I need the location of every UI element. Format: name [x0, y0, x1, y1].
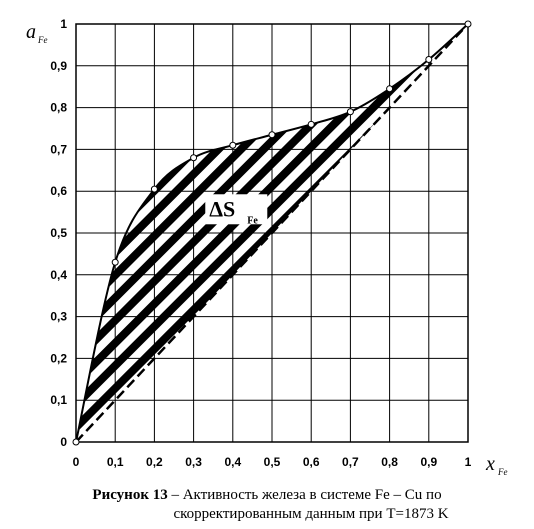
y-tick-label: 1	[60, 17, 67, 31]
y-tick-label: 0,6	[50, 184, 67, 198]
x-tick-label: 0,3	[185, 455, 202, 469]
data-point	[111, 258, 119, 266]
series	[72, 20, 472, 446]
delta-s-label: ΔS Fe	[205, 194, 268, 226]
y-tick-label: 0,3	[50, 310, 67, 324]
x-axis-title-sub: Fe	[497, 467, 508, 477]
y-axis-title: a Fe	[26, 21, 48, 45]
figure-caption-line1: Рисунок 13 – Активность железа в системе…	[0, 486, 534, 504]
plot-frame	[75, 23, 469, 443]
activity-chart: 0 0,1 0,2 0,3 0,4 0,5 0,6 0,7 0,8 0,9 1 0 0,1 0,2 0,3 0…	[26, 17, 508, 477]
x-tick-label: 0,6	[303, 455, 320, 469]
y-tick-label: 0,1	[50, 393, 67, 407]
figure-caption-line2: скорректированным данным при T=1873 K	[173, 506, 449, 522]
y-tick-label: 0,2	[50, 351, 67, 365]
y-tick-label: 0,9	[50, 59, 67, 73]
activity-curve	[75, 23, 469, 443]
tick-labels: 0 0,1 0,2 0,3 0,4 0,5 0,6 0,7 0,8 0,9 1 0 0,1 0,2 0,3 0…	[50, 17, 471, 469]
data-point	[229, 141, 237, 149]
delta-s-label-sub: Fe	[247, 215, 258, 226]
ideal-activity-line	[75, 23, 469, 443]
data-point	[72, 438, 80, 446]
x-tick-label: 0,8	[381, 455, 398, 469]
y-tick-label: 0	[60, 435, 67, 449]
delta-s-label-main: ΔS	[209, 196, 235, 221]
data-point	[346, 108, 354, 116]
data-point	[150, 185, 158, 193]
figure-caption-number: Рисунок 13	[92, 487, 168, 503]
data-point	[268, 131, 276, 139]
y-axis-title-main: a	[26, 21, 36, 43]
x-tick-label: 0,4	[224, 455, 241, 469]
data-point	[386, 85, 394, 93]
data-point	[425, 56, 433, 64]
y-tick-label: 0,5	[50, 226, 67, 240]
x-tick-label: 0,5	[264, 455, 281, 469]
x-tick-label: 1	[465, 455, 472, 469]
delta-s-label-background	[205, 194, 268, 225]
x-axis-title: x Fe	[485, 453, 508, 477]
y-tick-label: 0,4	[50, 268, 67, 282]
x-axis-title-main: x	[485, 453, 495, 475]
data-point	[190, 154, 198, 162]
x-tick-label: 0	[73, 455, 80, 469]
y-axis-title-sub: Fe	[37, 35, 48, 45]
y-tick-label: 0,8	[50, 101, 67, 115]
x-tick-label: 0,1	[107, 455, 124, 469]
data-point	[307, 120, 315, 128]
figure-caption-text: – Активность железа в системе Fe – Cu по	[167, 487, 442, 503]
y-tick-label: 0,7	[50, 142, 67, 156]
x-tick-label: 0,2	[146, 455, 163, 469]
x-tick-label: 0,7	[342, 455, 359, 469]
x-tick-label: 0,9	[420, 455, 437, 469]
data-point	[464, 20, 472, 28]
